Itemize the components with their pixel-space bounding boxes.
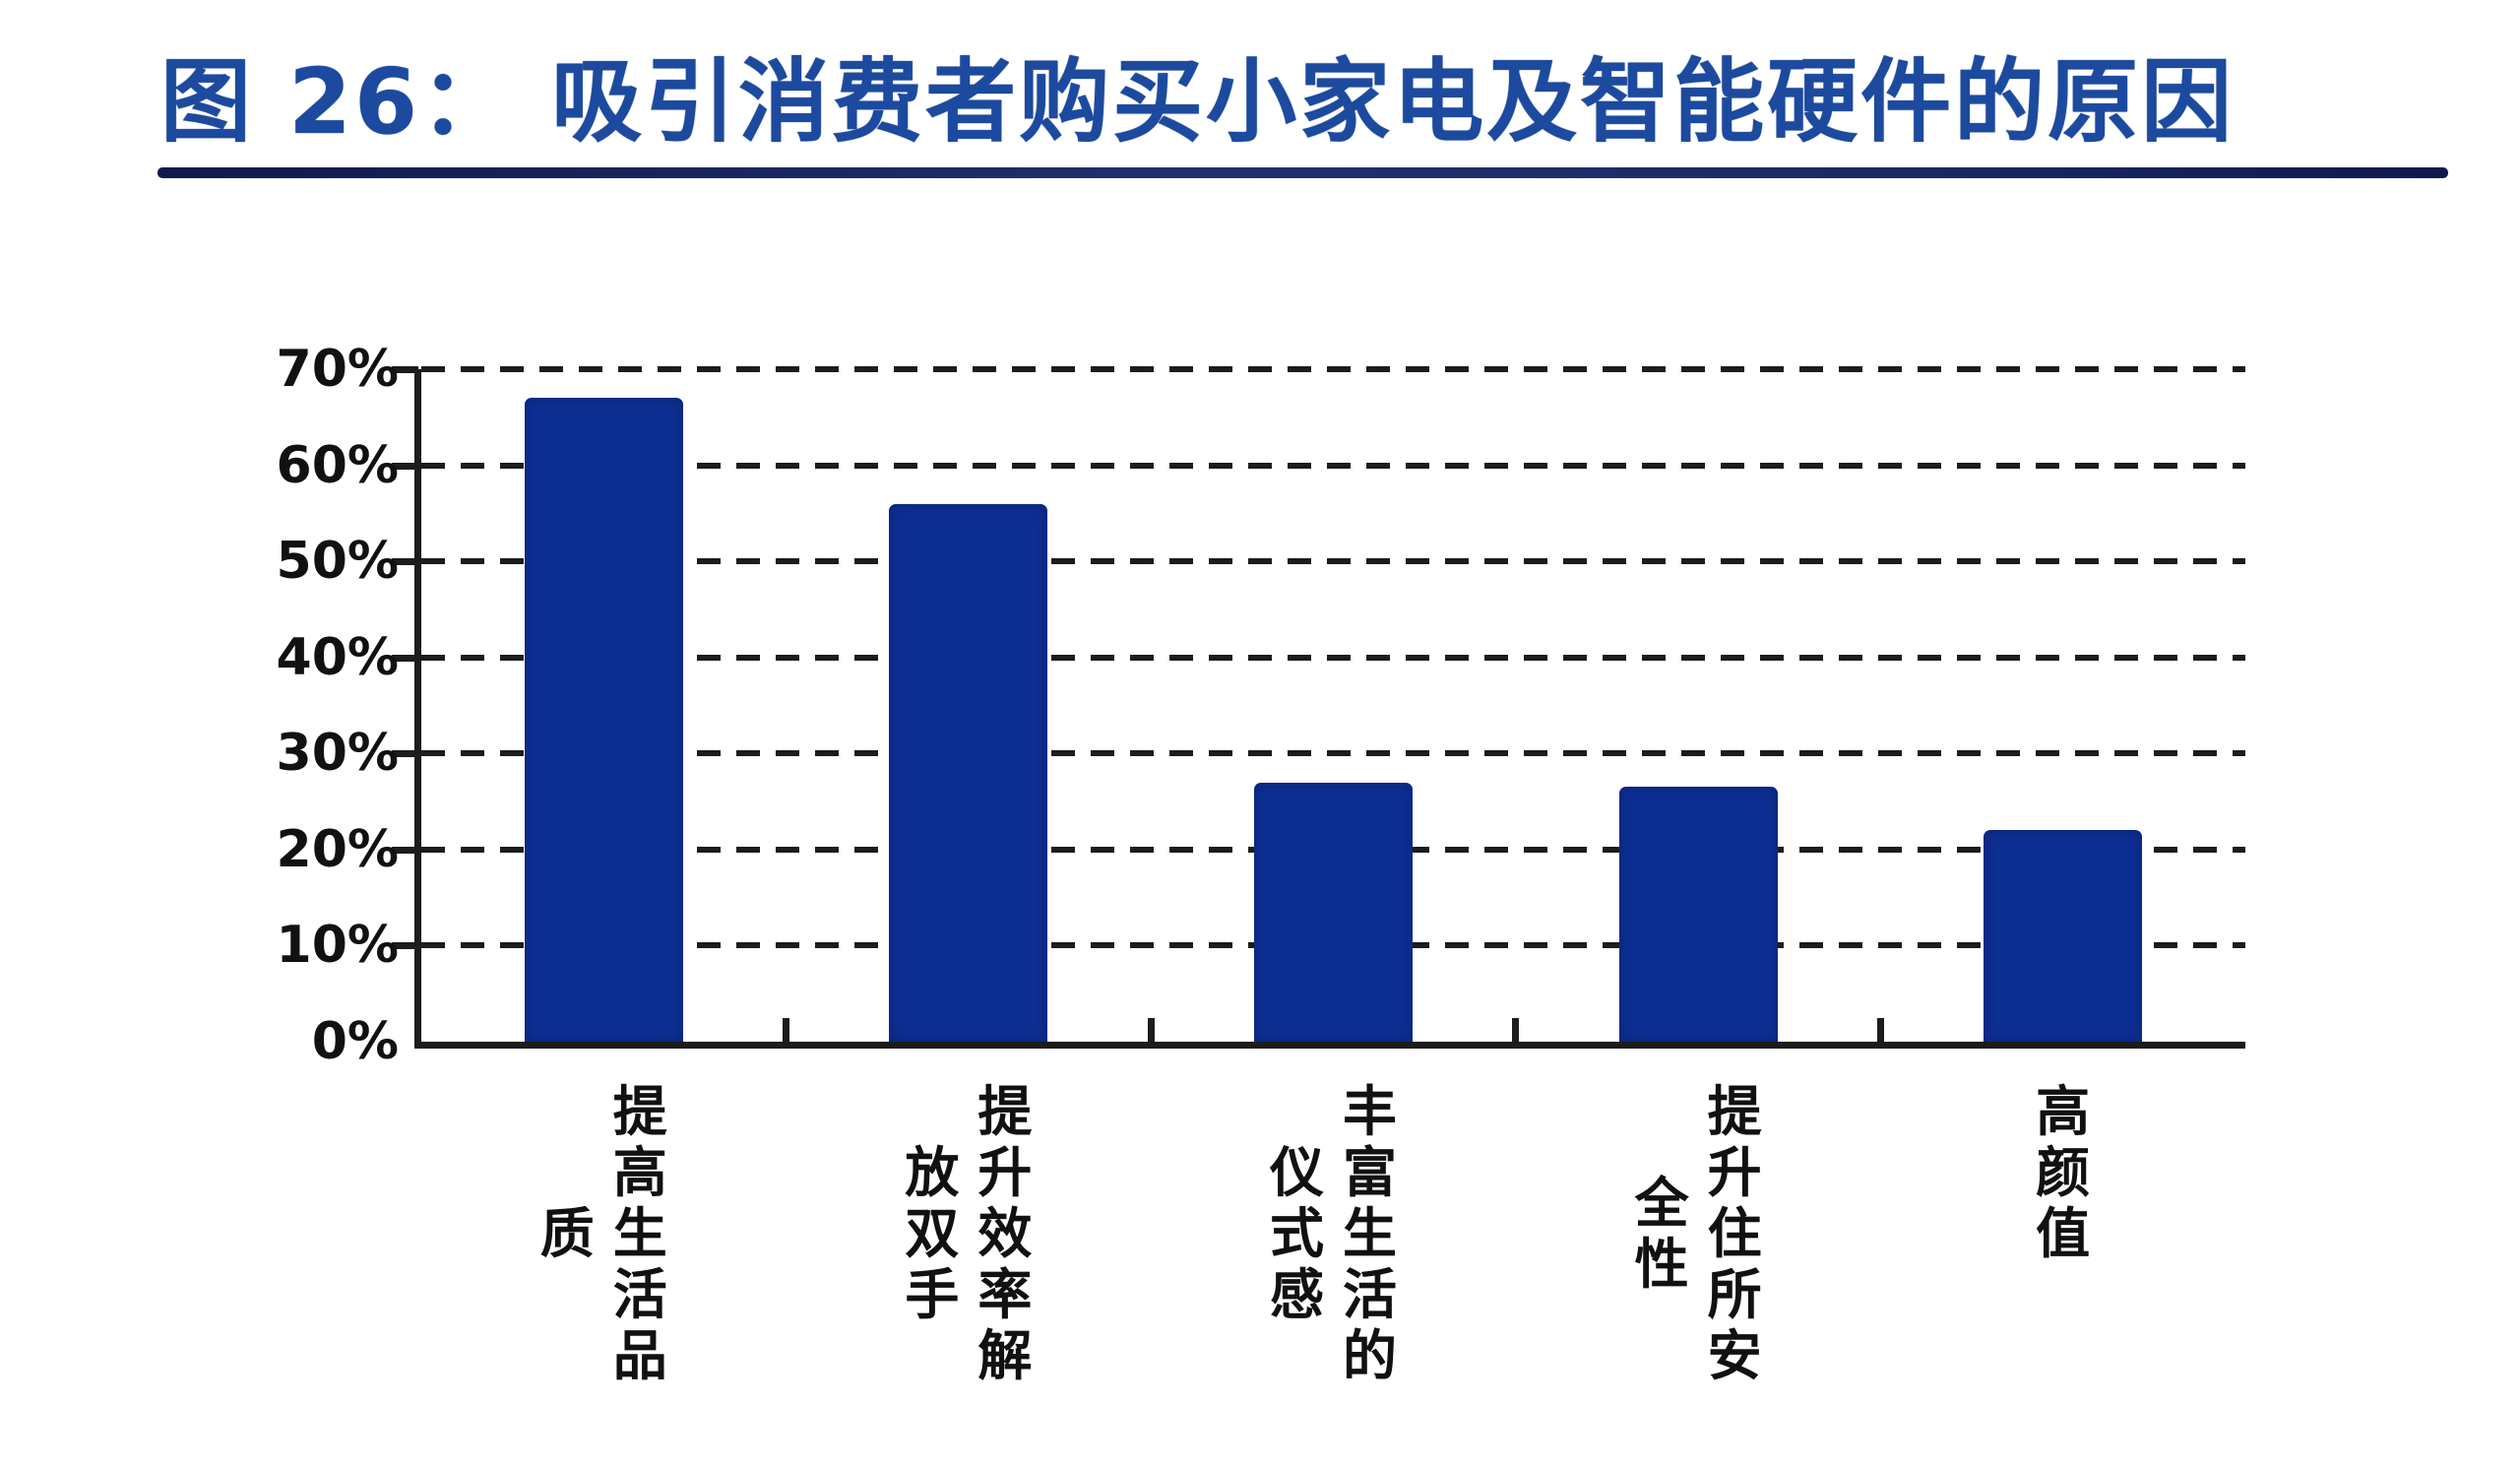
x-axis-category-label: 提升住所安全性 (1631, 1081, 1765, 1386)
figure-title: 吸引消费者购买小家电及智能硬件的原因 (551, 49, 2236, 155)
x-axis-category-label: 提升效率解放双手 (902, 1081, 1036, 1386)
chart-bar (889, 503, 1048, 1042)
y-axis-tick (392, 750, 418, 758)
x-axis-label-char: 高 (612, 1141, 667, 1204)
x-axis-label-char: 高 (2036, 1080, 2091, 1143)
x-axis-label-char: 所 (1707, 1263, 1762, 1326)
x-axis-label-char: 效 (977, 1202, 1033, 1265)
y-axis-tick-label: 50% (276, 532, 399, 592)
x-axis-label-char: 值 (2036, 1202, 2091, 1265)
y-axis-tick-label: 0% (311, 1012, 399, 1071)
y-axis-tick-label: 30% (276, 724, 399, 784)
chart-plot-area (414, 366, 2245, 1049)
x-axis-label-char: 全 (1634, 1172, 1689, 1235)
x-axis-label-column: 提升住所安 (1704, 1081, 1765, 1386)
y-axis-tick (392, 366, 418, 373)
x-axis-label-char: 住 (1707, 1202, 1762, 1265)
x-axis-label-column: 全性 (1631, 1173, 1692, 1295)
x-axis-label-column: 提高生活品 (609, 1081, 670, 1386)
y-axis-tick (392, 558, 418, 566)
x-axis-label-char: 仪 (1269, 1141, 1324, 1204)
x-axis-label-char: 安 (1707, 1324, 1762, 1387)
x-axis-label-char: 生 (612, 1202, 667, 1265)
x-axis-label-column: 丰富生活的 (1340, 1081, 1401, 1386)
x-axis-label-char: 放 (905, 1141, 960, 1204)
y-axis-tick-label: 10% (276, 916, 399, 976)
x-axis-label-char: 升 (977, 1141, 1033, 1204)
x-axis-tick (1876, 1018, 1884, 1042)
chart-bar (1254, 782, 1413, 1042)
x-axis-label-char: 双 (905, 1202, 960, 1265)
x-axis-category-label: 丰富生活的仪式感 (1267, 1081, 1401, 1386)
chart-bar (1984, 830, 2143, 1042)
x-axis-label-char: 的 (1342, 1324, 1397, 1387)
y-axis-tick-label: 70% (276, 340, 399, 399)
x-axis-category-label: 提高生活品质 (536, 1081, 670, 1386)
x-axis-tick (783, 1018, 790, 1042)
title-underline (158, 167, 2448, 178)
y-axis-tick-label: 40% (276, 627, 399, 687)
x-axis-label-column: 提升效率解 (975, 1081, 1036, 1386)
x-axis-label-char: 品 (612, 1324, 667, 1387)
y-axis-tick (392, 462, 418, 470)
x-axis-label-char: 提 (977, 1080, 1033, 1143)
gridline-70 (421, 366, 2245, 372)
x-axis-label-char: 活 (1342, 1263, 1397, 1326)
x-axis-label-char: 活 (612, 1263, 667, 1326)
x-axis-label-char: 手 (905, 1263, 960, 1326)
gridline-60 (421, 462, 2245, 469)
figure-number: 图 26： (160, 49, 515, 155)
x-axis-labels: 提高生活品质提升效率解放双手丰富生活的仪式感提升住所安全性高颜值 (421, 1081, 2245, 1455)
x-axis-label-char: 式 (1269, 1202, 1324, 1265)
y-axis-tick (392, 846, 418, 854)
x-axis-label-char: 感 (1269, 1263, 1324, 1326)
y-axis-tick-label: 20% (276, 819, 399, 879)
x-axis-label-char: 质 (539, 1202, 595, 1265)
x-axis-tick (1147, 1018, 1155, 1042)
y-axis-tick-label: 60% (276, 435, 399, 495)
chart-bar (1618, 787, 1778, 1042)
gridline-30 (421, 750, 2245, 757)
gridline-50 (421, 558, 2245, 565)
x-axis-label-char: 提 (612, 1080, 667, 1143)
x-axis-label-char: 颜 (2036, 1141, 2091, 1204)
x-axis-label-column: 放双手 (902, 1142, 963, 1325)
y-axis-tick (392, 942, 418, 950)
x-axis-label-char: 解 (977, 1324, 1033, 1387)
figure-header: 图 26： 吸引消费者购买小家电及智能硬件的原因 (160, 47, 2454, 158)
figure-title-line: 图 26： 吸引消费者购买小家电及智能硬件的原因 (160, 47, 2454, 158)
x-axis-label-column: 高颜值 (2033, 1081, 2094, 1264)
gridline-40 (421, 654, 2245, 661)
x-axis-label-char: 率 (977, 1263, 1033, 1326)
x-axis-label-char: 生 (1342, 1202, 1397, 1265)
x-axis-label-char: 性 (1634, 1233, 1689, 1296)
x-axis-label-column: 质 (536, 1203, 598, 1264)
x-axis-tick (1512, 1018, 1520, 1042)
y-axis-tick (392, 654, 418, 662)
x-axis-label-char: 丰 (1342, 1080, 1397, 1143)
chart-bar (524, 398, 683, 1042)
x-axis-category-label: 高颜值 (2033, 1081, 2094, 1264)
x-axis-label-char: 富 (1342, 1141, 1397, 1204)
x-axis-label-char: 提 (1707, 1080, 1762, 1143)
x-axis-label-char: 升 (1707, 1141, 1762, 1204)
x-axis-label-column: 仪式感 (1267, 1142, 1328, 1325)
